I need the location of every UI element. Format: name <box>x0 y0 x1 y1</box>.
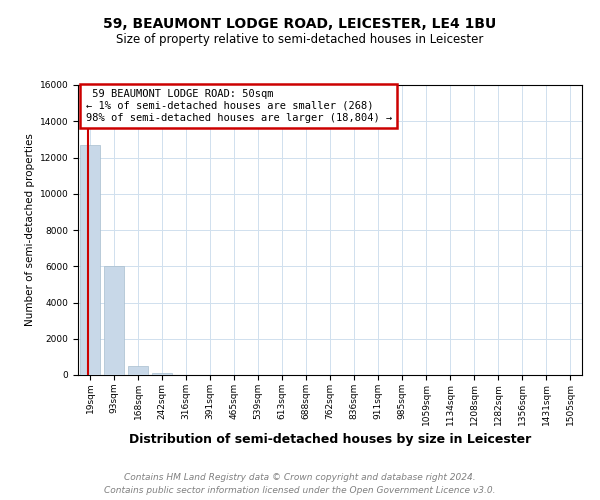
Bar <box>152 373 172 375</box>
Text: Contains HM Land Registry data © Crown copyright and database right 2024.
Contai: Contains HM Land Registry data © Crown c… <box>104 474 496 495</box>
Bar <box>104 266 124 375</box>
Text: Size of property relative to semi-detached houses in Leicester: Size of property relative to semi-detach… <box>116 32 484 46</box>
Bar <box>128 366 148 375</box>
X-axis label: Distribution of semi-detached houses by size in Leicester: Distribution of semi-detached houses by … <box>129 433 531 446</box>
Bar <box>80 145 100 375</box>
Y-axis label: Number of semi-detached properties: Number of semi-detached properties <box>25 134 35 326</box>
Text: 59 BEAUMONT LODGE ROAD: 50sqm
← 1% of semi-detached houses are smaller (268)
98%: 59 BEAUMONT LODGE ROAD: 50sqm ← 1% of se… <box>86 90 392 122</box>
Text: 59, BEAUMONT LODGE ROAD, LEICESTER, LE4 1BU: 59, BEAUMONT LODGE ROAD, LEICESTER, LE4 … <box>103 18 497 32</box>
